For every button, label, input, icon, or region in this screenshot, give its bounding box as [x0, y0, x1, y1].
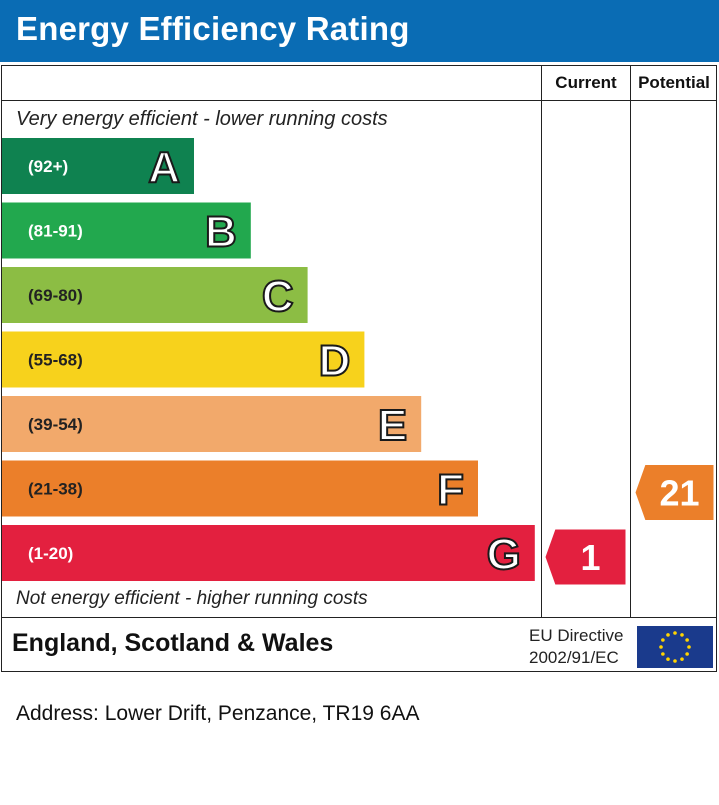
top-caption: Very energy efficient - lower running co… — [16, 108, 388, 130]
current-rating-value: 1 — [580, 537, 600, 578]
band-d-range: (55-68) — [28, 351, 83, 370]
band-e-range: (39-54) — [28, 415, 83, 434]
region-label: England, Scotland & Wales — [12, 629, 334, 657]
band-b-letter: B — [205, 208, 237, 257]
page-title: Energy Efficiency Rating — [16, 10, 410, 47]
band-f-bar — [2, 460, 478, 517]
band-g-range: (1-20) — [28, 544, 73, 563]
band-c-bar — [2, 267, 308, 323]
band-c-range: (69-80) — [28, 286, 83, 305]
eu-star — [659, 645, 663, 649]
eu-star — [680, 657, 684, 661]
eu-star — [661, 638, 665, 642]
eu-stars — [659, 631, 691, 663]
eu-star — [687, 645, 691, 649]
band-f-range: (21-38) — [28, 480, 83, 499]
band-b-bar — [2, 202, 251, 259]
band-g-bar — [2, 525, 535, 581]
band-a-letter: A — [148, 143, 180, 192]
current-column-header: Current — [555, 73, 617, 92]
band-e-bar — [2, 396, 422, 452]
current-column-divider — [541, 65, 542, 618]
band-f-letter: F — [437, 466, 464, 515]
potential-rating-arrow — [634, 464, 715, 521]
eu-star — [685, 652, 689, 656]
potential-column-header: Potential — [638, 73, 710, 92]
bottom-caption: Not energy efficient - higher running co… — [16, 588, 368, 609]
eu-flag-icon — [637, 626, 713, 668]
header-divider — [1, 100, 717, 101]
potential-rating-value: 21 — [659, 473, 699, 514]
current-rating-arrow — [544, 528, 627, 586]
band-d-letter: D — [319, 337, 351, 386]
band-g-letter: G — [487, 530, 521, 579]
footer-divider — [1, 617, 717, 618]
eu-star — [680, 633, 684, 637]
potential-column-divider — [630, 65, 631, 618]
band-b-range: (81-91) — [28, 222, 83, 241]
eu-star — [661, 652, 665, 656]
eu-directive-number: 2002/91/EC — [529, 648, 619, 667]
eu-star — [685, 638, 689, 642]
eu-star — [673, 659, 677, 663]
eu-directive-label: EU Directive — [529, 626, 624, 645]
address-text: Address: Lower Drift, Penzance, TR19 6AA — [16, 702, 420, 725]
band-e-letter: E — [378, 401, 407, 450]
rating-table-frame — [1, 65, 717, 672]
title-bar: Energy Efficiency Rating — [0, 0, 719, 62]
eu-star — [666, 633, 670, 637]
band-a-bar — [2, 138, 194, 194]
eu-star — [673, 631, 677, 635]
band-d-bar — [2, 331, 365, 388]
band-c-letter: C — [262, 272, 294, 321]
eu-star — [666, 657, 670, 661]
band-a-range: (92+) — [28, 157, 68, 176]
